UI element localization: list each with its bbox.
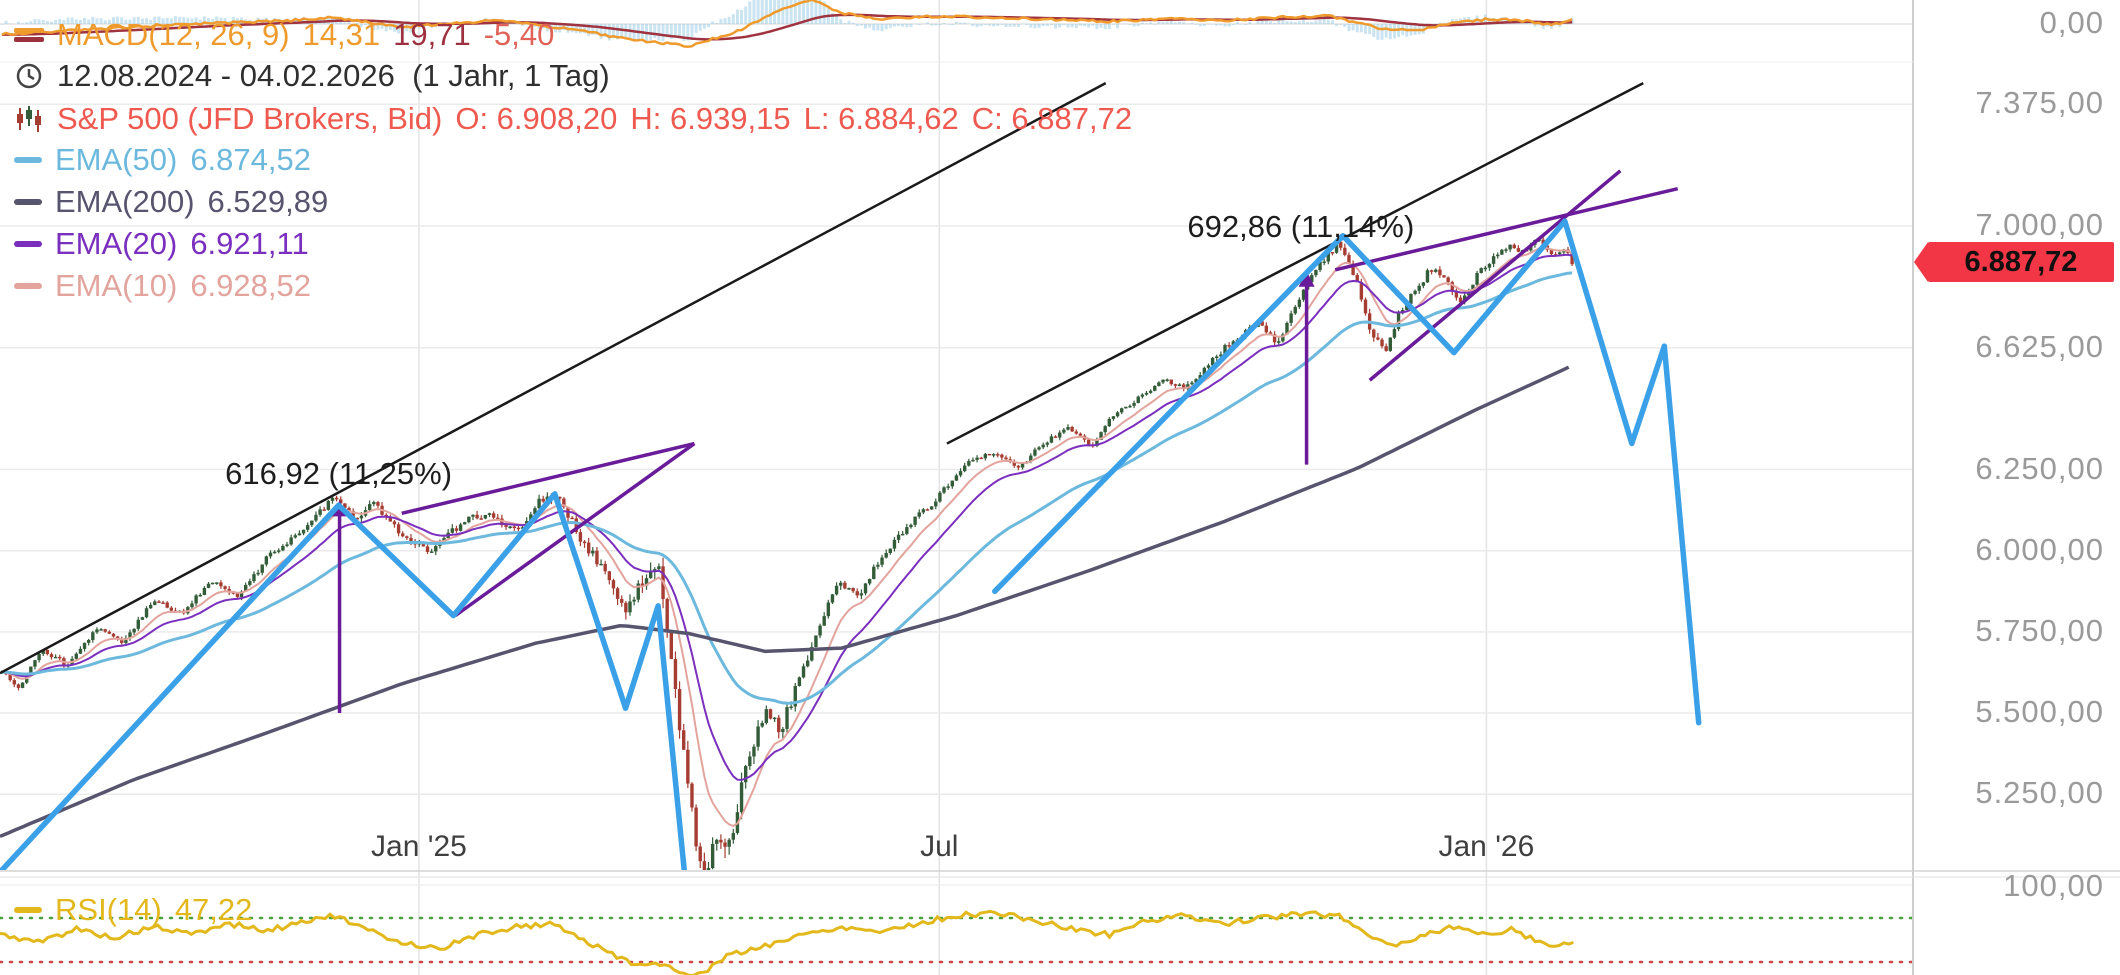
legend-date-range[interactable]: 12.08.2024 - 04.02.2026 (1 Jahr, 1 Tag): [14, 57, 610, 95]
legend-ema10[interactable]: EMA(10) 6.928,52: [14, 267, 311, 305]
annotation-left-peak[interactable]: 616,92 (11,25%): [225, 456, 453, 492]
rsi-label: RSI(14): [55, 892, 162, 927]
symbol-high: H: 6.939,15: [630, 101, 791, 136]
ema200-line-icon: [14, 199, 42, 205]
symbol-close: C: 6.887,72: [971, 101, 1133, 136]
legend-symbol[interactable]: S&P 500 (JFD Brokers, Bid) O: 6.908,20 H…: [14, 100, 1132, 138]
macd-label: MACD(12, 26, 9): [57, 17, 290, 52]
legend-ema20[interactable]: EMA(20) 6.921,11: [14, 225, 309, 263]
ema10-label: EMA(10): [55, 268, 178, 303]
annotation-right-peak[interactable]: 692,86 (11,14%): [1187, 208, 1415, 244]
macd-icon-bar-1: [14, 28, 44, 33]
ema10-line-icon: [14, 283, 42, 289]
ema200-label: EMA(200): [55, 184, 195, 219]
ema200-value: 6.529,89: [207, 184, 329, 219]
legend-macd[interactable]: MACD(12, 26, 9) 14,31 19,71 -5,40: [14, 16, 554, 54]
ema10-value: 6.928,52: [190, 268, 311, 303]
ema20-line-icon: [14, 241, 42, 247]
symbol-open: O: 6.908,20: [455, 101, 618, 136]
rsi-line-icon: [14, 907, 42, 913]
symbol-name: S&P 500 (JFD Brokers, Bid): [57, 101, 443, 136]
symbol-low: L: 6.884,62: [803, 101, 959, 136]
ema20-value: 6.921,11: [190, 226, 309, 261]
ema50-label: EMA(50): [55, 142, 178, 177]
macd-histogram-value: -5,40: [483, 17, 555, 52]
date-range-label: 12.08.2024 - 04.02.2026 (1 Jahr, 1 Tag): [57, 58, 610, 93]
legend-rsi[interactable]: RSI(14) 47,22: [14, 891, 252, 929]
ema50-line-icon: [14, 157, 42, 163]
macd-value: 14,31: [302, 17, 381, 52]
macd-indicator-icon: [14, 28, 44, 42]
clock-icon: [14, 61, 44, 91]
ema20-label: EMA(20): [55, 226, 178, 261]
current-price-badge: 6.887,72: [1914, 242, 2114, 283]
candlestick-icon: [14, 104, 44, 134]
macd-signal-value: 19,71: [393, 17, 471, 52]
rsi-value: 47,22: [174, 892, 253, 927]
legend-ema200[interactable]: EMA(200) 6.529,89: [14, 183, 328, 221]
macd-icon-bar-2: [14, 37, 44, 42]
ema50-value: 6.874,52: [190, 142, 311, 177]
legend-ema50[interactable]: EMA(50) 6.874,52: [14, 141, 311, 179]
